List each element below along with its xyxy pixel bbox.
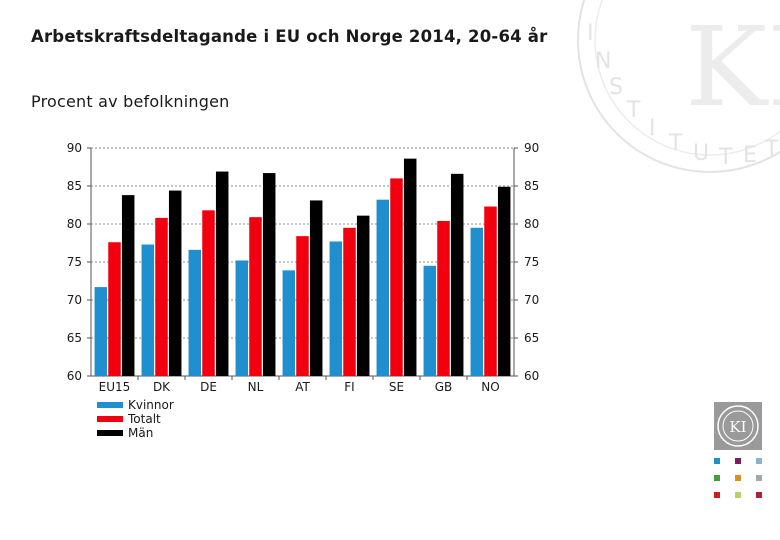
bar-eu15-kvinnor xyxy=(94,287,108,376)
dot-icon xyxy=(756,458,762,464)
bar-fi-totalt xyxy=(343,227,356,376)
ki-monogram: KI xyxy=(729,418,746,436)
x-tick-label: NO xyxy=(481,380,499,394)
legend-item-man: Män xyxy=(97,426,174,440)
chart-title: Arbetskraftsdeltagande i EU och Norge 20… xyxy=(31,27,548,46)
bar-dk-totalt xyxy=(155,217,168,376)
x-tick-label: FI xyxy=(344,380,354,394)
dot-icon xyxy=(735,458,741,464)
legend: Kvinnor Totalt Män xyxy=(97,398,174,440)
y-tick-label-left: 80 xyxy=(67,217,82,231)
x-tick-label: DK xyxy=(153,380,171,394)
bars xyxy=(94,158,511,376)
legend-swatch-totalt xyxy=(97,416,123,422)
dot-icon xyxy=(735,492,741,498)
y-tick-label-left: 90 xyxy=(67,141,82,155)
x-tick-label: NL xyxy=(248,380,264,394)
bar-dk-man xyxy=(168,190,182,376)
bar-dk-kvinnor xyxy=(141,244,155,376)
x-tick-label: AT xyxy=(295,380,310,394)
dot-icon xyxy=(714,458,720,464)
chart-subtitle: Procent av befolkningen xyxy=(31,92,230,111)
ki-logo-icon: KI xyxy=(714,402,762,454)
bar-de-totalt xyxy=(202,210,215,376)
bar-gb-man xyxy=(450,173,464,376)
legend-label-totalt: Totalt xyxy=(128,412,161,426)
bar-fi-man xyxy=(356,215,370,376)
y-tick-label-right: 90 xyxy=(524,141,539,155)
bar-gb-kvinnor xyxy=(423,265,437,376)
bar-de-man xyxy=(215,171,229,376)
watermark-seal-logo: KI I N S T I T U T E T xyxy=(565,0,780,184)
y-tick-label-left: 65 xyxy=(67,331,82,345)
bar-at-kvinnor xyxy=(282,270,296,376)
x-tick-label: SE xyxy=(389,380,404,394)
bar-de-kvinnor xyxy=(188,249,202,376)
dot-icon xyxy=(756,475,762,481)
y-tick-label-right: 70 xyxy=(524,293,539,307)
dot-icon xyxy=(714,492,720,498)
legend-label-kvinnor: Kvinnor xyxy=(128,398,174,412)
bar-nl-man xyxy=(262,173,276,376)
y-tick-label-right: 65 xyxy=(524,331,539,345)
svg-text:I N S T: I N S T I T U T E T xyxy=(587,21,780,170)
bar-se-man xyxy=(403,158,417,376)
bar-se-totalt xyxy=(390,178,403,376)
x-tick-label: EU15 xyxy=(99,380,131,394)
y-tick-label-right: 85 xyxy=(524,179,539,193)
dot-icon xyxy=(735,475,741,481)
bar-gb-totalt xyxy=(437,220,450,376)
dot-icon xyxy=(756,492,762,498)
bar-eu15-totalt xyxy=(108,242,121,376)
bar-eu15-man xyxy=(121,195,135,376)
tick-labels: 60 60 65 65 70 70 75 75 80 80 85 85 90 90 EU15 DK DE NL AT… xyxy=(67,141,540,394)
legend-item-totalt: Totalt xyxy=(97,412,174,426)
y-tick-label-left: 75 xyxy=(67,255,82,269)
legend-item-kvinnor: Kvinnor xyxy=(97,398,174,412)
dot-icon xyxy=(714,475,720,481)
y-tick-label-right: 80 xyxy=(524,217,539,231)
legend-label-man: Män xyxy=(128,426,154,440)
y-tick-label-left: 60 xyxy=(67,369,82,383)
bar-no-man xyxy=(497,186,511,376)
bar-no-totalt xyxy=(484,206,497,376)
legend-swatch-man xyxy=(97,430,123,436)
bar-nl-kvinnor xyxy=(235,260,249,376)
x-tick-label: DE xyxy=(200,380,217,394)
y-tick-label-right: 60 xyxy=(524,369,539,383)
bar-no-kvinnor xyxy=(470,227,484,376)
bar-se-kvinnor xyxy=(376,199,390,376)
legend-swatch-kvinnor xyxy=(97,402,123,408)
bar-nl-totalt xyxy=(249,217,262,376)
y-tick-label-left: 70 xyxy=(67,293,82,307)
x-tick-label: GB xyxy=(435,380,453,394)
y-tick-label-right: 75 xyxy=(524,255,539,269)
svg-text:KI: KI xyxy=(685,3,780,131)
bar-at-totalt xyxy=(296,236,309,376)
y-tick-label-left: 85 xyxy=(67,179,82,193)
bar-at-man xyxy=(309,200,323,376)
bar-fi-kvinnor xyxy=(329,241,343,376)
